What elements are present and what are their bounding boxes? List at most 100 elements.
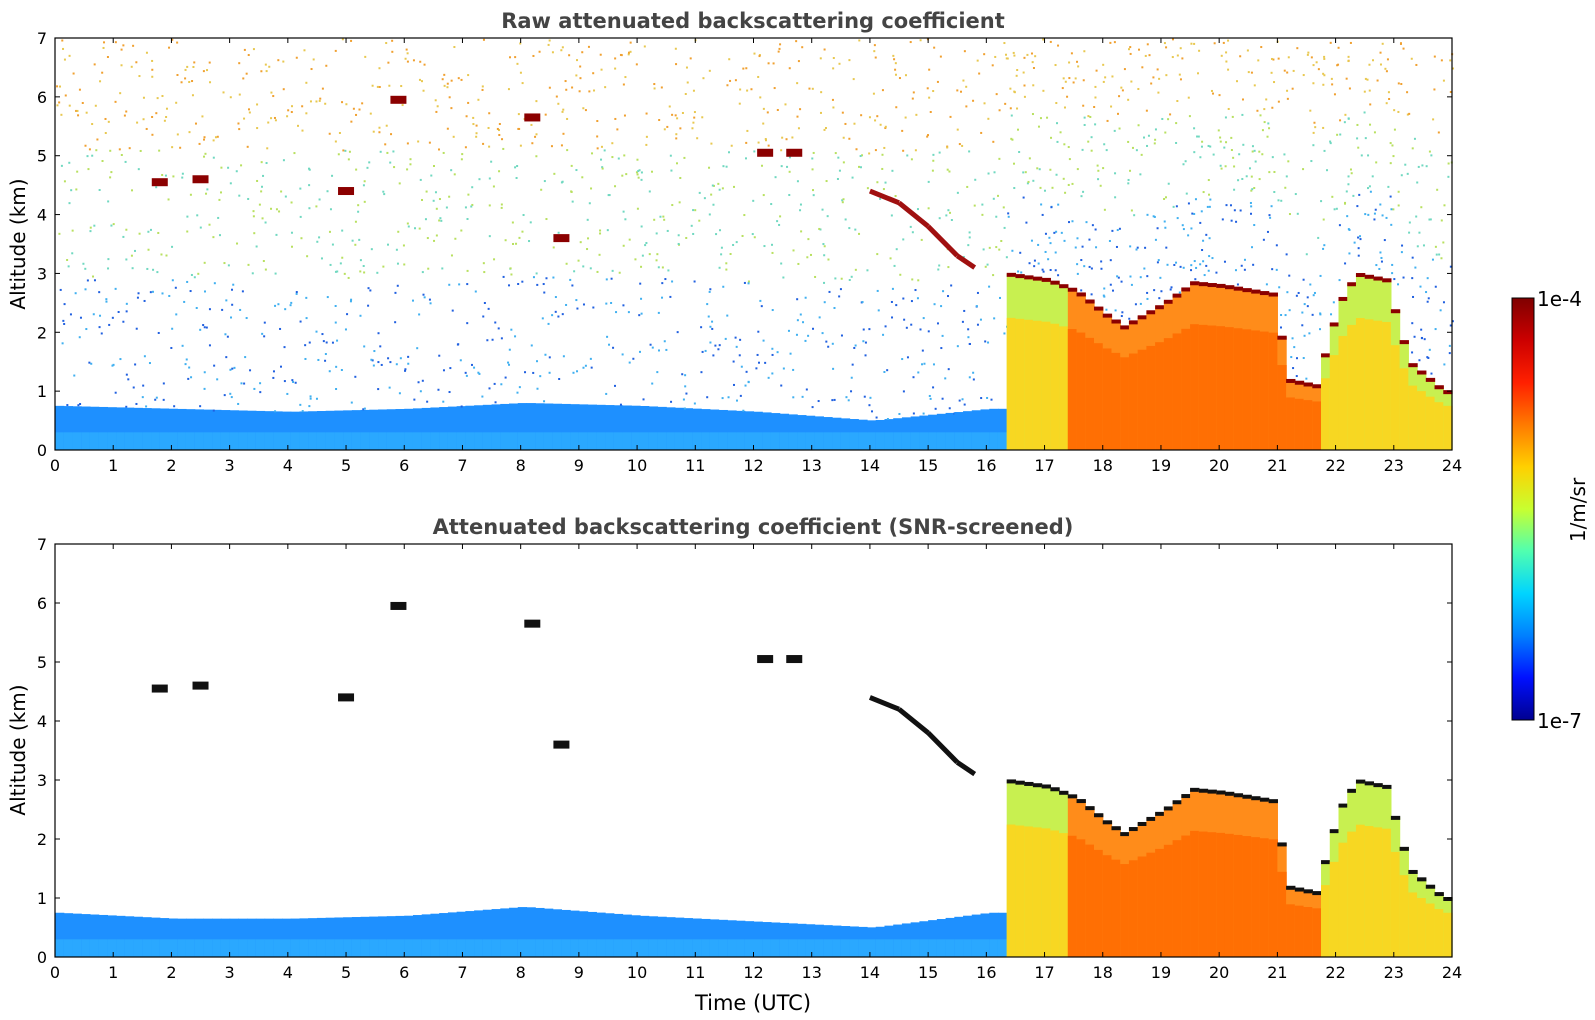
noise-speck bbox=[1357, 247, 1360, 250]
noise-speck bbox=[588, 90, 591, 93]
noise-speck bbox=[1103, 143, 1106, 146]
y-tick-label: 2 bbox=[37, 323, 47, 342]
noise-speck bbox=[67, 265, 70, 268]
noise-speck bbox=[264, 221, 267, 224]
noise-speck bbox=[821, 332, 824, 335]
bl-cell bbox=[622, 939, 632, 957]
noise-speck bbox=[1372, 59, 1375, 62]
noise-speck bbox=[561, 313, 564, 316]
bl-cell bbox=[360, 409, 370, 450]
noise-speck bbox=[581, 176, 584, 179]
noise-speck bbox=[417, 381, 420, 384]
noise-speck bbox=[641, 254, 644, 257]
noise-speck bbox=[301, 105, 304, 108]
noise-speck bbox=[1062, 77, 1065, 80]
noise-speck bbox=[596, 270, 599, 273]
noise-speck bbox=[1099, 184, 1102, 187]
noise-speck bbox=[218, 198, 221, 201]
noise-speck bbox=[1241, 98, 1244, 101]
noise-speck bbox=[852, 78, 855, 81]
noise-speck bbox=[1428, 218, 1431, 221]
noise-speck bbox=[386, 243, 389, 246]
noise-speck bbox=[1389, 142, 1392, 145]
noise-speck bbox=[518, 236, 521, 239]
bl-cell bbox=[770, 939, 781, 957]
noise-speck bbox=[397, 230, 400, 233]
noise-speck bbox=[1392, 155, 1395, 158]
noise-speck bbox=[947, 368, 950, 371]
noise-speck bbox=[1154, 138, 1157, 141]
noise-speck bbox=[1163, 220, 1166, 223]
bl-cell bbox=[613, 913, 624, 957]
noise-speck bbox=[669, 295, 672, 298]
noise-speck bbox=[466, 217, 469, 220]
noise-speck bbox=[1121, 89, 1124, 92]
cloud-core bbox=[1277, 365, 1287, 450]
noise-speck bbox=[922, 412, 925, 415]
noise-speck bbox=[1383, 239, 1386, 242]
bl-cell bbox=[430, 939, 440, 957]
noise-speck bbox=[251, 272, 254, 275]
noise-speck bbox=[657, 349, 660, 352]
noise-speck bbox=[791, 136, 794, 139]
noise-speck bbox=[1397, 110, 1400, 113]
noise-speck bbox=[291, 379, 294, 382]
noise-speck bbox=[509, 56, 512, 59]
noise-speck bbox=[220, 166, 223, 169]
noise-speck bbox=[1427, 297, 1430, 300]
noise-speck bbox=[405, 48, 408, 51]
noise-speck bbox=[1042, 38, 1045, 41]
noise-speck bbox=[1175, 141, 1178, 144]
noise-speck bbox=[919, 39, 922, 42]
noise-speck bbox=[496, 127, 499, 130]
noise-speck bbox=[535, 100, 538, 103]
noise-speck bbox=[729, 79, 732, 82]
bl-cell bbox=[255, 918, 266, 957]
noise-speck bbox=[771, 347, 774, 350]
x-tick-label: 14 bbox=[860, 963, 880, 982]
bl-cell bbox=[919, 921, 929, 957]
noise-speck bbox=[139, 149, 142, 152]
noise-speck bbox=[981, 203, 984, 206]
cloud-core bbox=[1321, 378, 1331, 450]
noise-speck bbox=[1236, 80, 1239, 83]
noise-speck bbox=[1364, 137, 1367, 140]
colorbar-unit-label: 1/m/sr bbox=[1566, 477, 1590, 542]
noise-speck bbox=[236, 242, 239, 245]
noise-speck bbox=[637, 176, 640, 179]
noise-speck bbox=[720, 246, 723, 249]
noise-speck bbox=[1363, 90, 1366, 93]
noise-speck bbox=[1200, 145, 1203, 148]
bl-cell bbox=[692, 432, 702, 450]
noise-speck bbox=[1209, 145, 1212, 148]
noise-speck bbox=[406, 60, 409, 63]
noise-speck bbox=[1179, 78, 1182, 81]
noise-speck bbox=[635, 63, 638, 66]
noise-speck bbox=[757, 75, 760, 78]
noise-speck bbox=[119, 92, 122, 95]
noise-speck bbox=[212, 236, 215, 239]
x-tick-label: 1 bbox=[108, 963, 118, 982]
noise-speck bbox=[1115, 245, 1118, 248]
noise-speck bbox=[1185, 192, 1188, 195]
noise-speck bbox=[823, 281, 826, 284]
noise-speck bbox=[58, 232, 61, 235]
cloud-top-edge bbox=[1329, 829, 1340, 834]
noise-speck bbox=[282, 60, 285, 63]
cloud-core bbox=[1085, 844, 1095, 957]
noise-speck bbox=[141, 396, 144, 399]
noise-speck bbox=[263, 335, 266, 338]
noise-speck bbox=[488, 387, 491, 390]
noise-speck bbox=[137, 168, 140, 171]
noise-speck bbox=[488, 112, 491, 115]
noise-speck bbox=[961, 398, 964, 401]
noise-speck bbox=[1083, 265, 1086, 268]
noise-speck bbox=[776, 108, 779, 111]
noise-speck bbox=[724, 337, 727, 340]
cloud-core bbox=[1224, 327, 1235, 450]
cloud-core bbox=[1067, 835, 1078, 957]
noise-speck bbox=[874, 56, 877, 59]
noise-speck bbox=[745, 141, 748, 144]
noise-speck bbox=[632, 357, 635, 360]
x-tick-label: 9 bbox=[574, 456, 584, 475]
